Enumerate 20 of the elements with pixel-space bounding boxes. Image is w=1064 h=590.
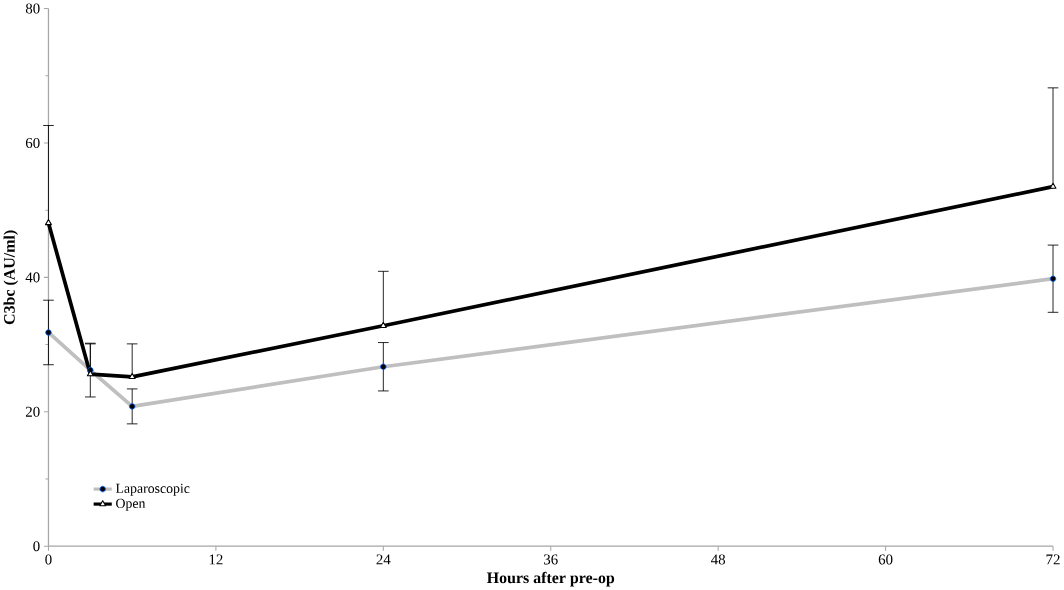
- y-tick-label: 0: [33, 541, 40, 552]
- y-axis-title: C3bc (AU/ml): [3, 230, 19, 325]
- x-tick-label: 48: [711, 554, 726, 565]
- x-tick-label: 0: [45, 554, 52, 565]
- y-tick-label: 40: [25, 272, 40, 283]
- point: [86, 370, 94, 377]
- legend-label: Laparoscopic: [115, 483, 190, 496]
- y-tick-label: 80: [25, 3, 40, 14]
- x-tick-label: 12: [209, 554, 223, 565]
- x-tick-label: 24: [376, 554, 391, 565]
- x-tick-label: 36: [544, 554, 558, 565]
- x-axis-title: Hours after pre-op: [486, 571, 615, 587]
- x-tick-label: 60: [878, 554, 893, 565]
- point: [1049, 182, 1057, 189]
- legend-label: Open: [116, 498, 146, 511]
- y-tick-label: 20: [25, 406, 40, 417]
- point: [128, 372, 136, 380]
- point: [379, 321, 387, 328]
- y-tick-label: 60: [25, 137, 40, 148]
- x-tick-label: 72: [1046, 554, 1060, 565]
